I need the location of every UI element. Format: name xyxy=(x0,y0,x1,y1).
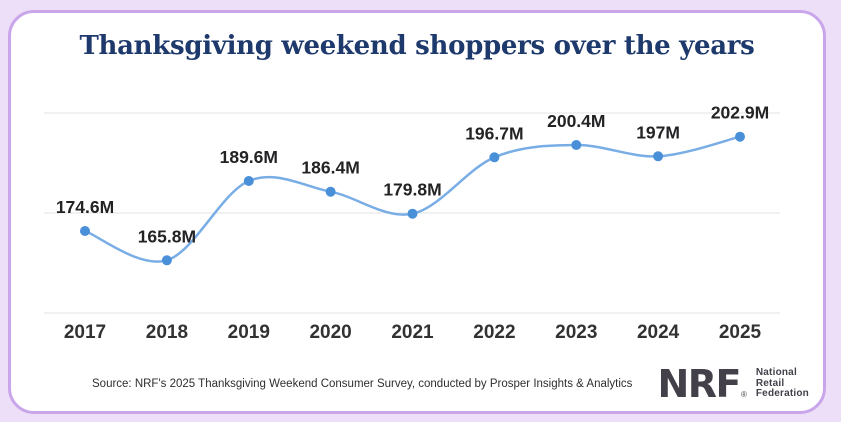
source-text: Source: NRF's 2025 Thanksgiving Weekend … xyxy=(92,378,633,390)
logo-line-retail: Retail xyxy=(755,377,785,389)
nrf-wordmark-wrap: NRF ® xyxy=(657,362,747,406)
footer: Source: NRF's 2025 Thanksgiving Weekend … xyxy=(31,362,809,406)
chart-title: Thanksgiving weekend shoppers over the y… xyxy=(79,31,755,61)
nrf-logo-text: National Retail Federation xyxy=(756,368,809,400)
logo-line-national: National xyxy=(755,367,797,379)
nrf-wordmark: NRF xyxy=(657,362,741,406)
chart-card: Thanksgiving weekend shoppers over the y… xyxy=(8,10,826,414)
logo-line-federation: Federation xyxy=(755,388,809,400)
nrf-logo: NRF ® National Retail Federation xyxy=(657,362,809,406)
registered-trademark-icon: ® xyxy=(740,390,747,399)
